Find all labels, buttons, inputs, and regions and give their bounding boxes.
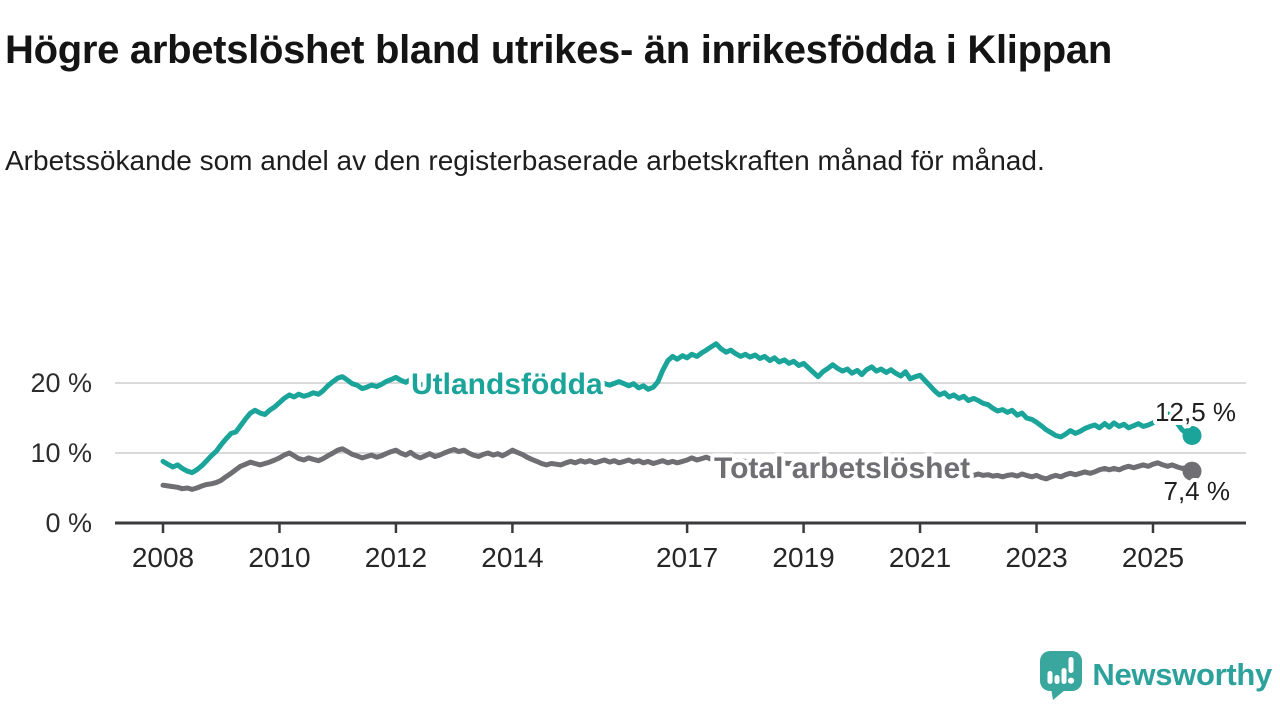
series-end-value-utlandsf-dda: 12,5 % bbox=[1155, 397, 1236, 427]
x-axis-label: 2019 bbox=[772, 542, 834, 573]
y-axis-label: 0 % bbox=[45, 508, 92, 538]
newsworthy-logo-icon bbox=[1040, 651, 1083, 700]
x-axis-label: 2010 bbox=[248, 542, 310, 573]
x-axis-label: 2012 bbox=[365, 542, 427, 573]
newsworthy-wordmark: Newsworthy bbox=[1092, 657, 1272, 692]
series-label-total-arbetsl-shet: Total arbetslöshet bbox=[714, 452, 970, 485]
series-end-dot-total-arbetsl-shet bbox=[1182, 461, 1202, 481]
x-axis-label: 2025 bbox=[1122, 542, 1184, 573]
series-label-utlandsf-dda: Utlandsfödda bbox=[411, 368, 603, 401]
x-axis-label: 2008 bbox=[132, 542, 194, 573]
x-axis-label: 2017 bbox=[656, 542, 718, 573]
chart-title: Högre arbetslöshet bland utrikes- än inr… bbox=[5, 28, 1112, 72]
series-end-value-total-arbetsl-shet: 7,4 % bbox=[1164, 476, 1231, 506]
y-axis-label: 10 % bbox=[30, 438, 92, 468]
series-end-dot-utlandsf-dda bbox=[1182, 426, 1202, 445]
x-axis-label: 2021 bbox=[889, 542, 951, 573]
series-line-total-arbetsl-shet bbox=[160, 446, 1195, 492]
series-line-utlandsf-dda bbox=[160, 341, 1195, 476]
x-axis-label: 2014 bbox=[481, 542, 543, 573]
line-chart: 0 % 10 % 20 % 2008 2010 2012 2014 2017 2019 2021 2… bbox=[0, 300, 1280, 610]
y-axis-label: 20 % bbox=[30, 368, 92, 398]
x-axis-label: 2023 bbox=[1005, 542, 1067, 573]
chart-canvas: 0 % 10 % 20 % 2008 2010 2012 2014 2017 2019 2021 2… bbox=[30, 341, 1246, 573]
newsworthy-branding: Newsworthy bbox=[1039, 650, 1272, 700]
chart-subtitle: Arbetssökande som andel av den registerb… bbox=[5, 145, 1045, 176]
infographic: Högre arbetslöshet bland utrikes- än inr… bbox=[0, 0, 1280, 700]
